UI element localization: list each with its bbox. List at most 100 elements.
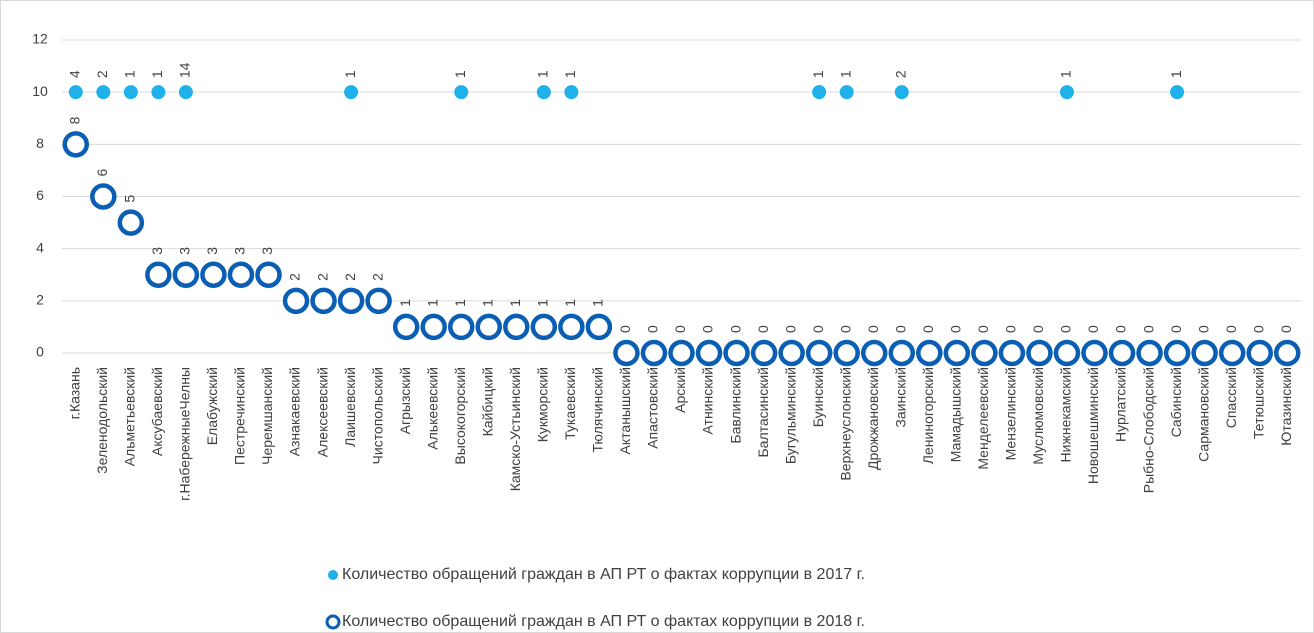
x-tick-label: Кайбицкий [479, 367, 495, 436]
point [420, 313, 447, 341]
x-tick-label: Атнинский [700, 367, 716, 435]
x-tick-label: Тетюшский [1250, 367, 1266, 439]
point [310, 287, 337, 315]
x-tick-label: Дрожжановский [865, 367, 881, 470]
y-tick-label: 8 [36, 135, 44, 151]
point [503, 313, 530, 341]
point [151, 85, 166, 100]
x-tick-label: г.Казань [66, 367, 82, 419]
point [365, 287, 392, 315]
y-tick-label: 10 [32, 83, 48, 99]
point [282, 287, 310, 315]
point [123, 85, 138, 100]
x-tick-label: Актанышский [617, 367, 633, 454]
x-tick-label: Лениногорский [920, 367, 936, 464]
legend-label: Количество обращений граждан в АП РТ о ф… [342, 566, 865, 583]
data-label: 1 [424, 299, 440, 307]
x-tick-label: Кукморский [535, 367, 551, 442]
data-label: 5 [122, 195, 138, 203]
data-label: 3 [149, 247, 165, 255]
data-label: 0 [1003, 325, 1019, 333]
data-label: 1 [479, 299, 495, 307]
data-label: 6 [94, 169, 110, 177]
data-label: 0 [1140, 325, 1156, 333]
point [558, 313, 585, 341]
x-tick-label: Тукаевский [562, 367, 578, 440]
point [585, 313, 613, 341]
data-label: 3 [204, 247, 220, 255]
x-tick-label: г.НабережныеЧелны [177, 367, 193, 501]
data-label: 0 [975, 325, 991, 333]
data-label: 1 [452, 299, 468, 307]
data-label: 1 [562, 70, 578, 78]
point [178, 85, 193, 100]
point [805, 339, 833, 367]
x-tick-label: Чистопольский [369, 367, 385, 464]
x-tick-label: Муслюмовский [1030, 367, 1046, 465]
point [530, 313, 558, 341]
data-label: 0 [948, 325, 964, 333]
data-label: 0 [1085, 325, 1101, 333]
point [564, 85, 579, 100]
data-label: 0 [920, 325, 936, 333]
data-label: 1 [149, 70, 165, 78]
point [1136, 339, 1163, 367]
data-label: 1 [507, 299, 523, 307]
point [1053, 339, 1081, 367]
y-tick-label: 4 [36, 239, 44, 255]
data-label: 1 [122, 70, 138, 78]
data-label: 1 [810, 70, 826, 78]
point [812, 85, 827, 100]
data-label: 0 [617, 325, 633, 333]
x-tick-label: Верхнеуслонский [837, 367, 853, 481]
data-label: 2 [287, 273, 303, 281]
point [200, 261, 227, 288]
x-tick-label: Мензелинский [1003, 367, 1019, 460]
x-tick-label: Альметьевский [122, 367, 138, 466]
x-tick-label: Елабужский [204, 367, 220, 445]
x-tick-label: Алькеевский [424, 367, 440, 450]
x-tick-label: Арский [672, 367, 688, 413]
data-label: 0 [700, 325, 716, 333]
point [695, 339, 723, 367]
data-label: 0 [837, 325, 853, 333]
x-tick-label: Сабинский [1168, 367, 1184, 437]
x-tick-label: Тюлячинский [590, 367, 606, 453]
data-label: 2 [314, 273, 330, 281]
point [888, 339, 916, 367]
point [613, 339, 640, 367]
data-label: 0 [727, 325, 743, 333]
data-label: 1 [535, 70, 551, 78]
point [1170, 85, 1185, 100]
point [833, 339, 860, 367]
point [90, 183, 117, 210]
x-tick-label: Нижнекамский [1058, 367, 1074, 462]
point [392, 313, 420, 341]
data-label: 1 [1168, 70, 1184, 78]
point [943, 339, 971, 367]
data-label: 0 [755, 325, 771, 333]
data-label: 0 [1195, 325, 1211, 333]
point [750, 339, 778, 367]
point [117, 209, 145, 236]
y-tick-label: 0 [36, 344, 44, 360]
point [1026, 339, 1053, 367]
point [145, 261, 172, 288]
data-label: 0 [1278, 325, 1294, 333]
x-tick-label: Лаишевский [342, 367, 358, 447]
x-tick-label: Бавлинский [727, 367, 743, 444]
point [668, 339, 695, 367]
point [1163, 339, 1191, 367]
x-tick-label: Ютазинский [1278, 367, 1294, 446]
point [337, 287, 365, 315]
data-label: 2 [892, 70, 908, 78]
point [1108, 339, 1136, 367]
point [475, 313, 503, 341]
point [1191, 339, 1218, 367]
point [344, 85, 359, 100]
data-label: 1 [562, 299, 578, 307]
x-tick-label: Мамадышский [948, 367, 964, 462]
x-tick-label: Агрызский [397, 367, 413, 434]
data-label: 1 [837, 70, 853, 78]
point [536, 85, 551, 100]
